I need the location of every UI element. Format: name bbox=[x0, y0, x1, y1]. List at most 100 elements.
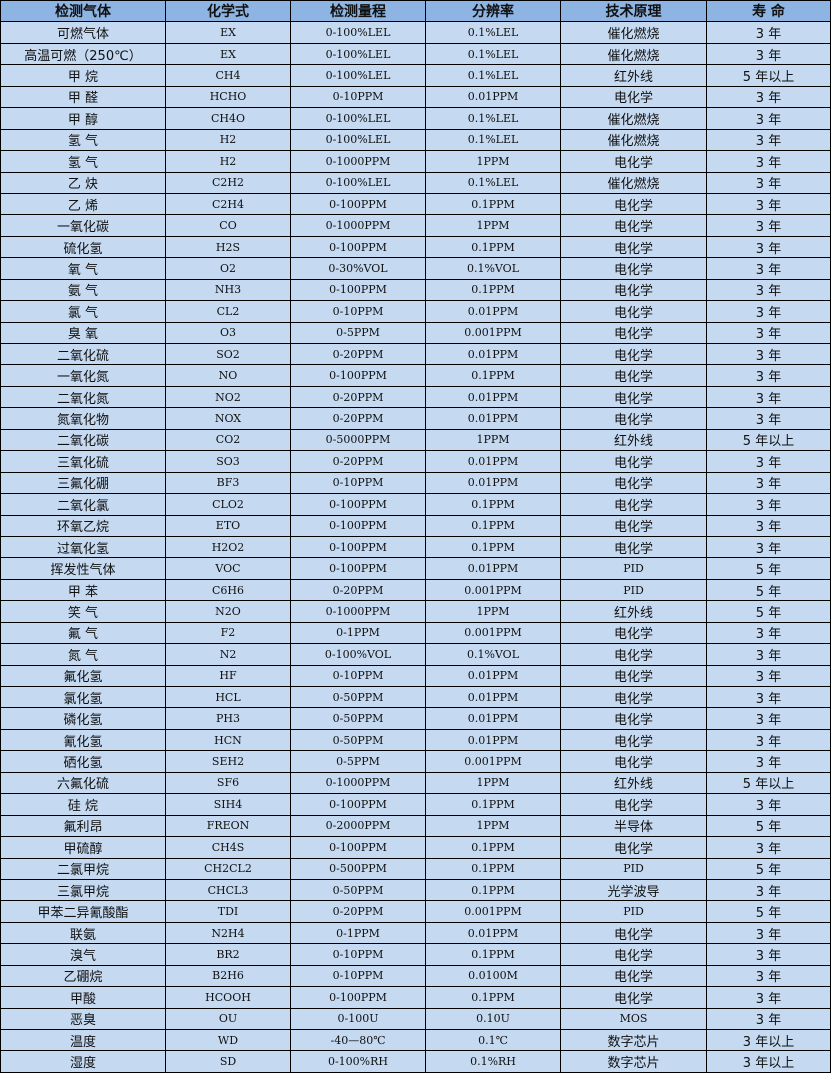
cell-gas: 硒化氢 bbox=[0, 750, 166, 773]
cell-range: 0-100PPM bbox=[290, 535, 426, 559]
cell-resolution: 0.01PPM bbox=[425, 300, 561, 323]
table-row: 温度 WD -40—80℃ 0.1℃ 数字芯片 3 年以上 bbox=[0, 1028, 831, 1052]
cell-resolution: 0.01PPM bbox=[425, 664, 561, 688]
cell-resolution: 0.1%LEL bbox=[425, 21, 561, 44]
cell-resolution: 0.001PPM bbox=[425, 900, 561, 923]
table-row: 氰化氢 HCN 0-50PPM 0.01PPM 电化学 3 年 bbox=[0, 728, 831, 752]
cell-lifetime: 3 年以上 bbox=[706, 1028, 831, 1052]
cell-formula: H2O2 bbox=[165, 535, 291, 559]
cell-gas: 二氧化硫 bbox=[0, 342, 166, 366]
table-row: 二氧化氮 NO2 0-20PPM 0.01PPM 电化学 3 年 bbox=[0, 385, 831, 409]
cell-resolution: 0.1PPM bbox=[425, 235, 561, 259]
cell-lifetime: 5 年 bbox=[706, 557, 831, 580]
cell-resolution: 0.01PPM bbox=[425, 921, 561, 945]
cell-formula: HCN bbox=[165, 728, 291, 752]
table-row: 二氧化碳 CO2 0-5000PPM 1PPM 红外线 5 年以上 bbox=[0, 428, 831, 452]
cell-formula: F2 bbox=[165, 621, 291, 645]
cell-formula: NOX bbox=[165, 407, 291, 430]
cell-principle: 电化学 bbox=[560, 836, 707, 859]
cell-gas: 甲苯二异氰酸酯 bbox=[0, 900, 166, 923]
table-row: 二氯甲烷 CH2CL2 0-500PPM 0.1PPM PID 5 年 bbox=[0, 857, 831, 880]
cell-range: 0-100%LEL bbox=[290, 64, 426, 87]
cell-principle: 电化学 bbox=[560, 364, 707, 387]
cell-range: 0-100PPM bbox=[290, 364, 426, 387]
cell-principle: 催化燃烧 bbox=[560, 128, 707, 152]
cell-range: 0-20PPM bbox=[290, 578, 426, 602]
cell-resolution: 0.1PPM bbox=[425, 836, 561, 859]
cell-lifetime: 5 年以上 bbox=[706, 64, 831, 87]
cell-range: 0-50PPM bbox=[290, 707, 426, 730]
table-row: 环氧乙烷 ETO 0-100PPM 0.1PPM 电化学 3 年 bbox=[0, 514, 831, 537]
cell-principle: 半导体 bbox=[560, 814, 707, 838]
cell-principle: 数字芯片 bbox=[560, 1050, 707, 1073]
cell-resolution: 0.01PPM bbox=[425, 85, 561, 109]
cell-gas: 氧 气 bbox=[0, 257, 166, 280]
table-row: 甲 醛 HCHO 0-10PPM 0.01PPM 电化学 3 年 bbox=[0, 85, 831, 109]
table-row: 硒化氢 SEH2 0-5PPM 0.001PPM 电化学 3 年 bbox=[0, 750, 831, 773]
cell-range: 0-100PPM bbox=[290, 793, 426, 816]
cell-lifetime: 3 年 bbox=[706, 235, 831, 259]
cell-range: 0-10PPM bbox=[290, 300, 426, 323]
table-row: 三氯甲烷 CHCL3 0-50PPM 0.1PPM 光学波导 3 年 bbox=[0, 878, 831, 902]
cell-gas: 三氧化硫 bbox=[0, 450, 166, 473]
cell-range: 0-100PPM bbox=[290, 514, 426, 537]
table-row: 联氨 N2H4 0-1PPM 0.01PPM 电化学 3 年 bbox=[0, 921, 831, 945]
cell-principle: 催化燃烧 bbox=[560, 21, 707, 44]
cell-lifetime: 3 年 bbox=[706, 493, 831, 516]
column-header-range: 检测量程 bbox=[290, 0, 426, 23]
cell-range: 0-100PPM bbox=[290, 235, 426, 259]
cell-range: 0-50PPM bbox=[290, 728, 426, 752]
cell-range: 0-1PPM bbox=[290, 621, 426, 645]
cell-resolution: 0.1%LEL bbox=[425, 128, 561, 152]
cell-resolution: 1PPM bbox=[425, 600, 561, 623]
cell-gas: 湿度 bbox=[0, 1050, 166, 1073]
cell-gas: 甲硫醇 bbox=[0, 836, 166, 859]
cell-principle: 电化学 bbox=[560, 793, 707, 816]
table-row: 磷化氢 PH3 0-50PPM 0.01PPM 电化学 3 年 bbox=[0, 707, 831, 730]
cell-resolution: 0.01PPM bbox=[425, 407, 561, 430]
cell-range: 0-5000PPM bbox=[290, 428, 426, 452]
cell-principle: 电化学 bbox=[560, 921, 707, 945]
table-header-row: 检测气体 化学式 检测量程 分辨率 技术原理寿 命 bbox=[0, 0, 831, 23]
cell-lifetime: 3 年 bbox=[706, 986, 831, 1009]
cell-formula: NO bbox=[165, 364, 291, 387]
cell-resolution: 0.1%VOL bbox=[425, 643, 561, 666]
cell-formula: H2 bbox=[165, 128, 291, 152]
cell-gas: 甲 醛 bbox=[0, 85, 166, 109]
cell-lifetime: 3 年 bbox=[706, 107, 831, 130]
column-header-principle: 技术原理 bbox=[560, 0, 707, 23]
cell-formula: FREON bbox=[165, 814, 291, 838]
cell-lifetime: 3 年 bbox=[706, 214, 831, 237]
cell-resolution: 0.01PPM bbox=[425, 342, 561, 366]
table-row: 氟 气 F2 0-1PPM 0.001PPM 电化学 3 年 bbox=[0, 621, 831, 645]
cell-formula: SEH2 bbox=[165, 750, 291, 773]
table-row: 高温可燃（250℃） EX 0-100%LEL 0.1%LEL 催化燃烧 3 年 bbox=[0, 42, 831, 66]
cell-lifetime: 3 年 bbox=[706, 728, 831, 752]
cell-gas: 恶臭 bbox=[0, 1007, 166, 1031]
cell-lifetime: 3 年 bbox=[706, 171, 831, 194]
cell-gas: 甲 烷 bbox=[0, 64, 166, 87]
cell-range: 0-100%LEL bbox=[290, 21, 426, 44]
cell-gas: 氯化氢 bbox=[0, 685, 166, 709]
cell-resolution: 0.1%LEL bbox=[425, 64, 561, 87]
cell-formula: BF3 bbox=[165, 471, 291, 495]
cell-lifetime: 3 年 bbox=[706, 321, 831, 345]
cell-resolution: 0.01PPM bbox=[425, 685, 561, 709]
table-row: 二氧化氯 CLO2 0-100PPM 0.1PPM 电化学 3 年 bbox=[0, 493, 831, 516]
cell-resolution: 0.1℃ bbox=[425, 1028, 561, 1052]
cell-gas: 过氧化氢 bbox=[0, 535, 166, 559]
table-row: 氢 气 H2 0-100%LEL 0.1%LEL 催化燃烧 3 年 bbox=[0, 128, 831, 152]
cell-formula: CH4 bbox=[165, 64, 291, 87]
cell-lifetime: 3 年 bbox=[706, 385, 831, 409]
cell-resolution: 0.01PPM bbox=[425, 385, 561, 409]
table-row: 氟利昂 FREON 0-2000PPM 1PPM 半导体 5 年 bbox=[0, 814, 831, 838]
cell-gas: 一氧化氮 bbox=[0, 364, 166, 387]
cell-principle: 光学波导 bbox=[560, 878, 707, 902]
cell-formula: WD bbox=[165, 1028, 291, 1052]
cell-resolution: 0.1PPM bbox=[425, 878, 561, 902]
cell-formula: OU bbox=[165, 1007, 291, 1031]
cell-formula: CLO2 bbox=[165, 493, 291, 516]
cell-formula: SF6 bbox=[165, 771, 291, 795]
cell-formula: SIH4 bbox=[165, 793, 291, 816]
table-row: 乙硼烷 B2H6 0-10PPM 0.0100M 电化学 3 年 bbox=[0, 964, 831, 988]
